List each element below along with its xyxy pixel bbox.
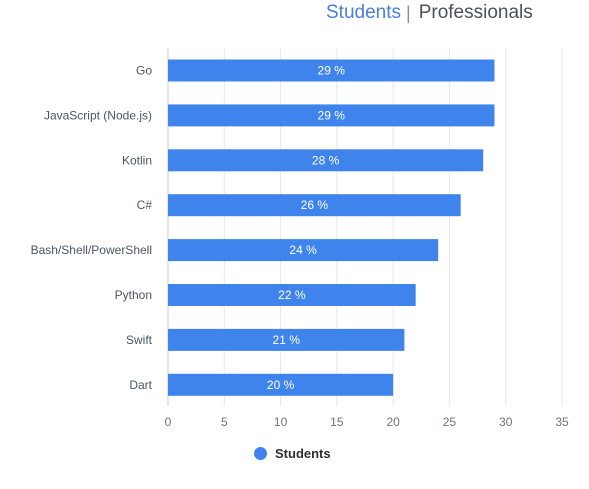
bar[interactable] xyxy=(168,239,439,262)
x-tick-label: 20 xyxy=(386,415,400,429)
y-tick-label: Kotlin xyxy=(122,153,152,167)
x-tick-label: 15 xyxy=(330,415,344,429)
bar[interactable] xyxy=(168,104,495,127)
legend-marker xyxy=(254,447,267,460)
bar[interactable] xyxy=(168,59,495,82)
data-label: 22 % xyxy=(278,288,306,302)
data-label: 26 % xyxy=(301,198,329,212)
y-tick-label: Bash/Shell/PowerShell xyxy=(31,243,152,257)
tab-professionals[interactable]: Professionals xyxy=(418,2,533,23)
y-tick-label: JavaScript (Node.js) xyxy=(44,108,152,122)
x-tick-label: 5 xyxy=(221,415,228,429)
bar[interactable] xyxy=(168,194,461,217)
x-tick-label: 30 xyxy=(499,415,513,429)
y-tick-label: C# xyxy=(137,198,153,212)
data-label: 21 % xyxy=(273,333,301,347)
x-tick-label: 10 xyxy=(274,415,288,429)
bar[interactable] xyxy=(168,149,484,172)
y-tick-label: Swift xyxy=(126,333,153,347)
y-tick-label: Dart xyxy=(129,378,152,392)
x-tick-label: 25 xyxy=(443,415,457,429)
legend-label: Students xyxy=(275,446,331,461)
tab-bar: Students | Professionals xyxy=(326,0,533,26)
bar[interactable] xyxy=(168,284,416,306)
y-tick-label: Go xyxy=(136,64,152,78)
bar[interactable] xyxy=(168,328,405,351)
tab-separator: | xyxy=(406,2,411,23)
x-tick-label: 0 xyxy=(165,415,172,429)
tab-students[interactable]: Students xyxy=(326,2,401,23)
bar[interactable] xyxy=(168,373,394,396)
data-label: 24 % xyxy=(289,243,317,257)
y-tick-label: Python xyxy=(115,288,152,302)
data-label: 29 % xyxy=(318,64,346,78)
legend[interactable]: Students xyxy=(254,446,331,461)
data-label: 20 % xyxy=(267,378,295,392)
data-label: 29 % xyxy=(318,108,346,122)
x-tick-label: 35 xyxy=(555,415,569,429)
data-label: 28 % xyxy=(312,153,340,167)
